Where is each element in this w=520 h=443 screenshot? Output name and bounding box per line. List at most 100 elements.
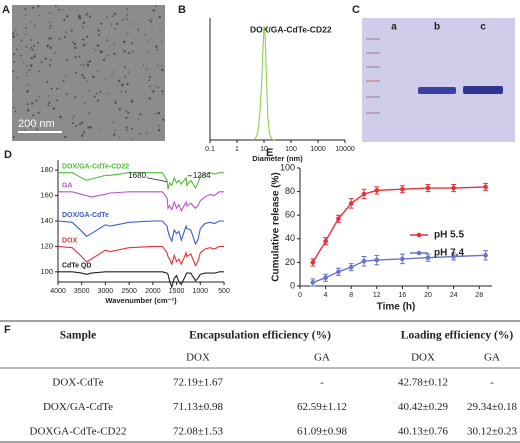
particle bbox=[159, 29, 161, 31]
x-tick-label: 1 bbox=[235, 146, 239, 153]
table-subheader: DOX bbox=[186, 352, 210, 364]
particle bbox=[130, 100, 134, 103]
particle bbox=[126, 8, 128, 11]
panel-label: C bbox=[352, 4, 360, 16]
particle bbox=[94, 49, 97, 51]
gel-band bbox=[418, 87, 456, 94]
particle bbox=[130, 98, 132, 100]
particle bbox=[87, 61, 89, 63]
data-point bbox=[310, 260, 316, 265]
particle bbox=[143, 93, 145, 95]
particle bbox=[130, 127, 133, 130]
legend-label: pH 5.5 bbox=[434, 230, 464, 241]
particle bbox=[116, 85, 118, 87]
particle bbox=[25, 52, 28, 54]
particle bbox=[86, 80, 88, 82]
series-label: GA bbox=[62, 183, 73, 190]
particle bbox=[86, 12, 89, 14]
particle bbox=[33, 44, 36, 47]
particle bbox=[70, 29, 73, 32]
x-tick-label: 1000 bbox=[192, 288, 208, 295]
particle bbox=[33, 55, 36, 58]
particle bbox=[51, 88, 53, 90]
particle bbox=[152, 90, 155, 93]
particle bbox=[82, 21, 85, 24]
particle bbox=[163, 7, 165, 9]
particle bbox=[114, 129, 116, 132]
x-tick-label: 0 bbox=[298, 292, 302, 299]
particle bbox=[66, 15, 69, 18]
particle bbox=[31, 21, 33, 23]
particle bbox=[48, 101, 51, 104]
particle bbox=[94, 95, 97, 98]
particle bbox=[65, 31, 67, 34]
particle bbox=[37, 111, 40, 114]
x-tick-label: 4 bbox=[324, 292, 328, 299]
particle bbox=[96, 44, 99, 47]
particle bbox=[107, 54, 109, 57]
table-cell: 40.13±0.76 bbox=[398, 426, 449, 438]
particle bbox=[89, 125, 92, 129]
particle bbox=[23, 122, 26, 125]
x-tick-label: 0.1 bbox=[205, 146, 215, 153]
particle bbox=[89, 15, 92, 18]
particle bbox=[123, 50, 126, 53]
legend-marker bbox=[416, 232, 422, 238]
table-cell: 29.34±0.18 bbox=[467, 401, 518, 413]
particle bbox=[65, 93, 68, 96]
particle bbox=[78, 16, 81, 20]
particle bbox=[13, 60, 16, 63]
particle bbox=[116, 22, 119, 26]
particle bbox=[150, 20, 153, 23]
particle bbox=[47, 38, 50, 40]
particle bbox=[88, 60, 92, 63]
particle bbox=[149, 76, 152, 78]
ladder-band bbox=[366, 52, 380, 54]
particle bbox=[78, 14, 81, 18]
particle bbox=[87, 64, 89, 67]
data-point bbox=[451, 185, 456, 191]
particle bbox=[160, 68, 164, 72]
x-tick-label: 10000 bbox=[335, 146, 355, 153]
particle bbox=[111, 74, 113, 76]
particle bbox=[38, 70, 40, 73]
particle bbox=[27, 103, 29, 105]
y-tick-label: 120 bbox=[40, 241, 53, 250]
particle bbox=[102, 58, 106, 61]
particle bbox=[12, 70, 14, 73]
table-header: Encapsulation efficiency (%) bbox=[189, 330, 331, 342]
table-header: Loading efficiency (%) bbox=[401, 330, 514, 342]
particle bbox=[106, 16, 109, 19]
particle bbox=[12, 88, 15, 90]
particle bbox=[46, 45, 49, 48]
particle bbox=[121, 48, 123, 50]
particle bbox=[99, 50, 102, 53]
lane-label: a bbox=[391, 22, 397, 33]
y-tick-label: 140 bbox=[40, 216, 53, 225]
series-label: DOX/GA-CdTe bbox=[62, 212, 109, 219]
data-point bbox=[374, 257, 380, 263]
gel-ladder bbox=[366, 38, 380, 114]
particle bbox=[29, 64, 33, 67]
particle bbox=[37, 42, 40, 44]
table-cell: DOX/GA-CdTe bbox=[43, 401, 113, 413]
particle bbox=[32, 6, 35, 9]
particle bbox=[44, 57, 47, 60]
y-tick-label: 180 bbox=[40, 165, 53, 174]
particle bbox=[30, 39, 32, 41]
particle bbox=[111, 15, 114, 18]
series-label: DOX bbox=[62, 237, 78, 244]
particle bbox=[81, 74, 84, 77]
x-tick-label: 1500 bbox=[169, 288, 185, 295]
particle bbox=[80, 64, 82, 66]
particle bbox=[25, 33, 27, 35]
particle bbox=[100, 22, 103, 25]
particle bbox=[161, 65, 163, 67]
y-tick-label: 100 bbox=[40, 267, 53, 276]
x-axis-label: Diameter (nm) bbox=[252, 154, 303, 163]
data-point bbox=[310, 280, 316, 285]
gel-band bbox=[463, 86, 503, 94]
particle bbox=[33, 27, 35, 29]
particle bbox=[127, 111, 130, 114]
particle bbox=[137, 29, 140, 31]
